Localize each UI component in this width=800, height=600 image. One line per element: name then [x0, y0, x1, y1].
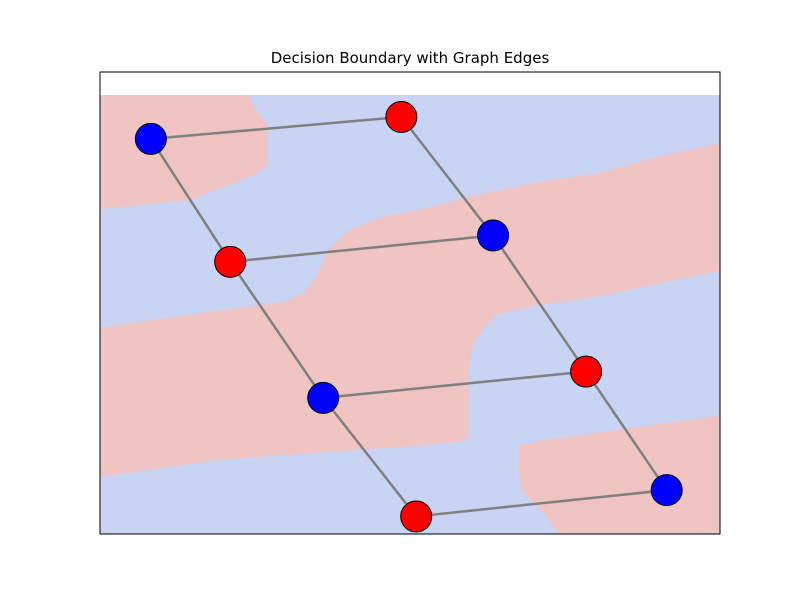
node-blue-0 [134, 122, 167, 155]
decision-regions [100, 95, 720, 534]
edge-2-4 [229, 261, 325, 399]
edge-0-2 [149, 138, 232, 263]
node-blue-4 [307, 381, 340, 414]
region-red-1 [100, 143, 720, 477]
plot-area [99, 71, 721, 535]
node-red-6 [400, 500, 433, 533]
node-red-1 [385, 100, 418, 133]
edge-4-5 [323, 370, 587, 400]
node-blue-7 [650, 474, 683, 507]
edge-2-3 [230, 234, 494, 264]
node-blue-3 [477, 219, 510, 252]
chart-title: Decision Boundary with Graph Edges [271, 49, 550, 67]
edge-4-6 [322, 397, 418, 518]
node-red-2 [214, 245, 247, 278]
edge-0-1 [150, 115, 402, 141]
node-red-5 [570, 355, 603, 388]
edge-1-3 [400, 116, 495, 237]
region-red-0 [100, 95, 268, 210]
edge-5-7 [585, 370, 668, 491]
edge-3-5 [492, 234, 588, 373]
graph-edges [149, 115, 668, 518]
graph-nodes [134, 100, 683, 533]
axes-frame [99, 71, 721, 535]
edge-6-7 [416, 488, 667, 518]
